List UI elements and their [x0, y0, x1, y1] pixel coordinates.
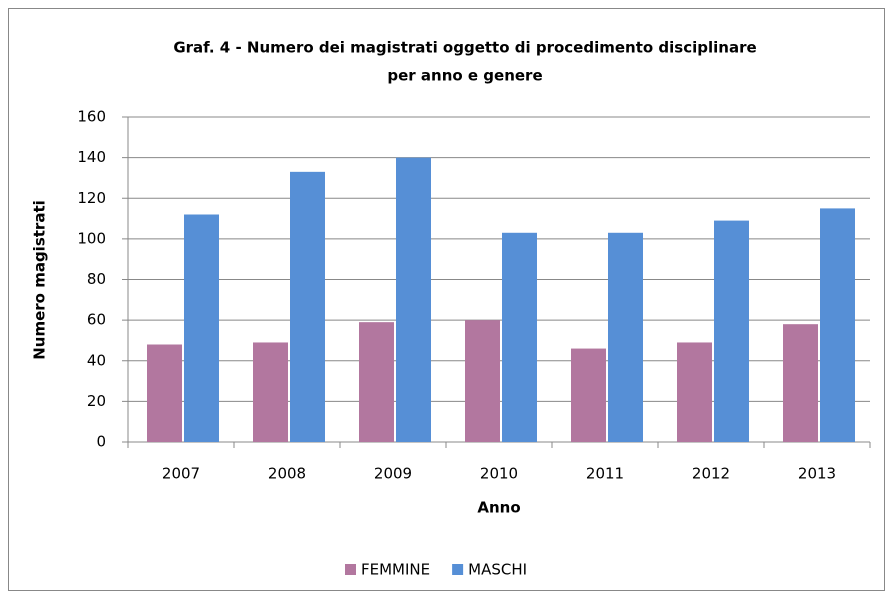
bar	[714, 220, 749, 442]
chart-border	[8, 8, 885, 591]
bar	[571, 348, 606, 442]
bar	[608, 232, 643, 442]
bar	[502, 232, 537, 442]
legend-swatch	[345, 564, 356, 575]
x-tick-label: 2009	[374, 465, 412, 483]
bar	[253, 342, 288, 442]
bar	[465, 320, 500, 442]
y-tick-label: 160	[77, 108, 106, 126]
bar	[147, 344, 182, 442]
x-tick-label: 2010	[480, 465, 518, 483]
y-tick-label: 0	[96, 433, 106, 451]
legend-label: FEMMINE	[361, 561, 430, 579]
x-tick-label: 2011	[586, 465, 624, 483]
y-tick-label: 120	[77, 189, 106, 207]
bar	[359, 322, 394, 442]
chart-title: Graf. 4 - Numero dei magistrati oggetto …	[173, 39, 756, 57]
x-tick-label: 2013	[798, 465, 836, 483]
x-tick-label: 2007	[162, 465, 200, 483]
y-tick-label: 140	[77, 148, 106, 166]
x-axis-label: Anno	[477, 499, 520, 517]
bar	[820, 208, 855, 442]
y-tick-label: 100	[77, 229, 106, 247]
legend-label: MASCHI	[468, 561, 527, 579]
y-axis-label: Numero magistrati	[31, 200, 49, 360]
bar	[290, 171, 325, 442]
bar	[783, 324, 818, 442]
x-tick-label: 2008	[268, 465, 306, 483]
x-tick-label: 2012	[692, 465, 730, 483]
y-tick-label: 40	[87, 351, 106, 369]
y-tick-label: 80	[87, 270, 106, 288]
y-tick-label: 60	[87, 311, 106, 329]
chart-title: per anno e genere	[387, 67, 542, 85]
bar	[184, 214, 219, 442]
y-tick-label: 20	[87, 392, 106, 410]
legend-swatch	[452, 564, 464, 575]
bar	[677, 342, 712, 442]
bar	[396, 157, 431, 442]
